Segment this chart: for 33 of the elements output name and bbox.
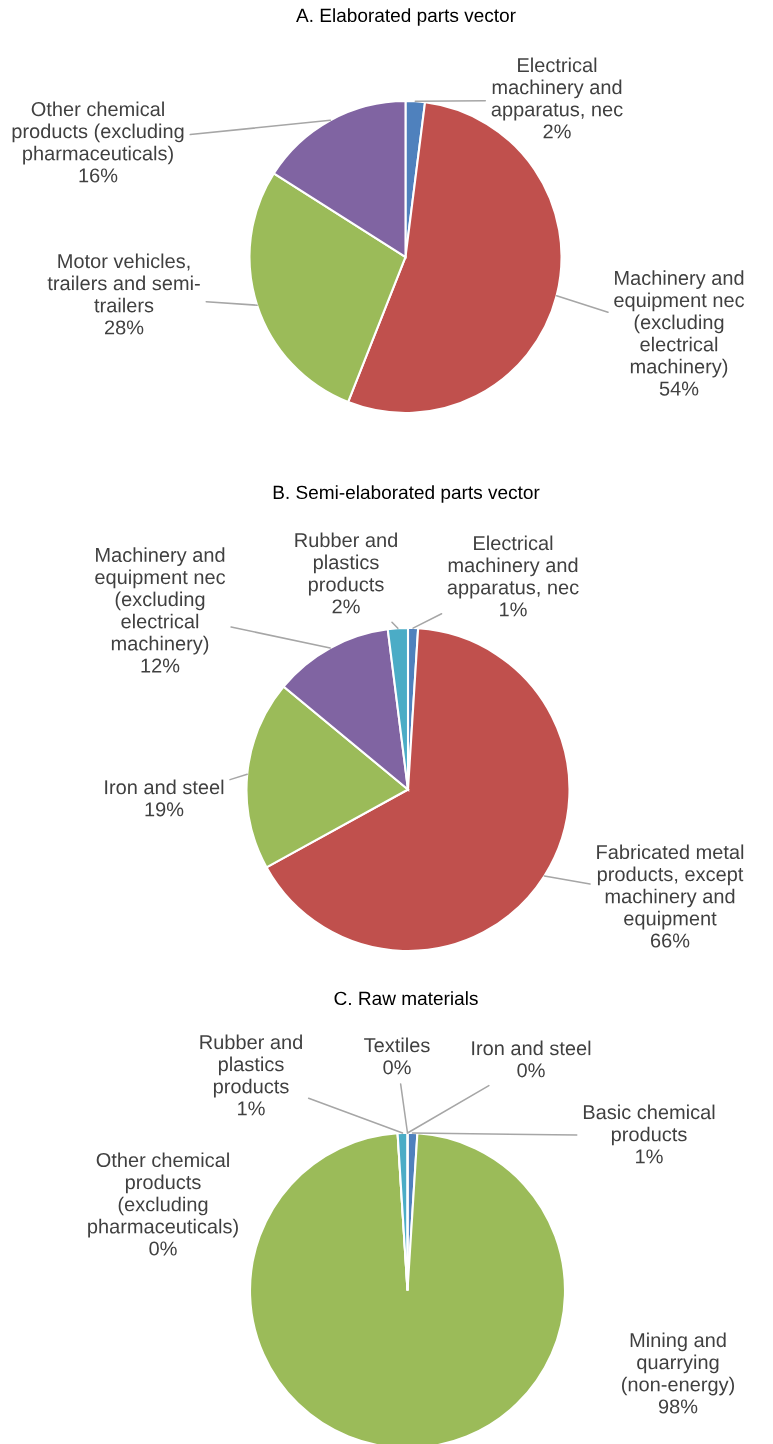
slice-label: Iron and steel xyxy=(105,779,224,795)
slice-label: Machinery and equipment nec (excluding electrical machinery) xyxy=(614,270,745,378)
slice-label: Motor vehicles, trailers and semi- trailers xyxy=(47,253,200,313)
text: 0% xyxy=(517,1063,545,1078)
slice-label: Other chemical products (excluding pharmaceuticals) xyxy=(12,101,184,165)
data-label: 2% xyxy=(543,124,571,139)
data-label: 1% xyxy=(636,1149,663,1164)
category-label: Textiles xyxy=(364,1037,430,1053)
text: 0% xyxy=(383,1060,411,1075)
data-label: 1% xyxy=(500,602,527,617)
slice-label: Fabricated metal products, except machinery and equipment xyxy=(597,844,744,930)
data-label: 66% xyxy=(651,933,690,948)
slice-label: Rubber and plastics products xyxy=(295,532,397,596)
data-label: 19% xyxy=(145,802,184,817)
data-label: 16% xyxy=(79,168,118,183)
slice-label: Electrical machinery and apparatus, nec xyxy=(447,535,579,599)
chart-title: C. Raw materials xyxy=(334,991,478,1006)
category-label: Iron and steel xyxy=(472,1040,591,1056)
category-label: Other chemical products (excluding pharmaceuticals) xyxy=(88,1152,238,1238)
slice-label: Basic chemical products xyxy=(583,1104,715,1146)
data-label: 28% xyxy=(104,320,144,335)
data-label: 1% xyxy=(238,1101,265,1116)
data-label: 12% xyxy=(141,658,180,673)
chart-title: A. Elaborated parts vector xyxy=(296,8,516,26)
data-label: 54% xyxy=(659,381,699,396)
slice-label: Machinery and equipment nec (excluding electrical machinery) xyxy=(95,547,226,655)
slice-label: Electrical machinery and apparatus, nec xyxy=(491,57,623,121)
data-label: 98% xyxy=(658,1399,698,1414)
slice-label: Rubber and plastics products xyxy=(200,1034,302,1098)
chart-title: B. Semi-elaborated parts vector xyxy=(273,485,540,503)
slice-label: Mining and quarrying (non-energy) xyxy=(622,1332,735,1396)
data-label: 2% xyxy=(332,599,360,614)
text: 0% xyxy=(149,1241,177,1256)
